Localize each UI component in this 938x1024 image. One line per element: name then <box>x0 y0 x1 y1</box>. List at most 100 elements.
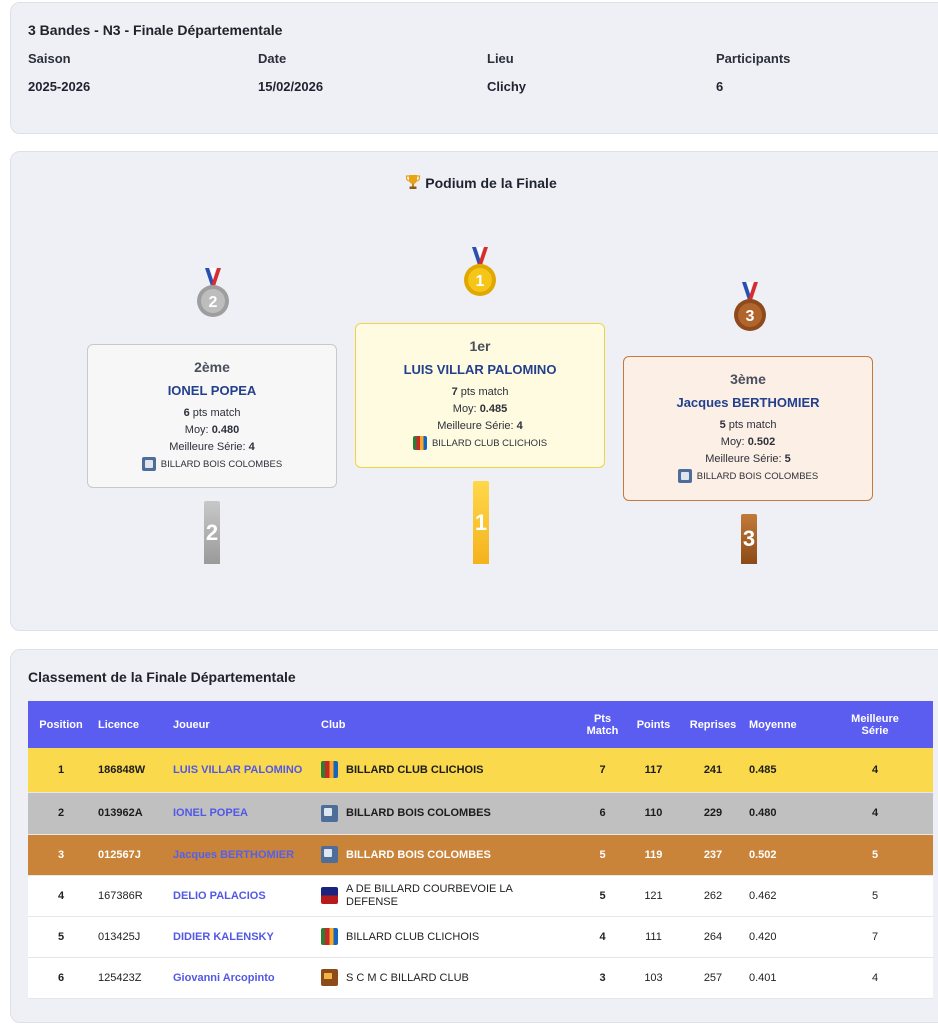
cell-serie: 4 <box>817 792 933 834</box>
podium-club: BILLARD CLUB CLICHOIS <box>356 436 604 450</box>
col-position[interactable]: Position <box>28 701 94 748</box>
podium-player-name[interactable]: Jacques BERTHOMIER <box>676 395 820 410</box>
cell-pts-match: 4 <box>579 916 626 957</box>
info-field-lieu: Lieu Clichy <box>487 51 526 94</box>
player-link[interactable]: IONEL POPEA <box>173 807 248 819</box>
info-field-participants: Participants 6 <box>716 51 790 94</box>
info-label: Participants <box>716 51 791 66</box>
cell-points: 119 <box>626 834 681 875</box>
cell-points: 110 <box>626 792 681 834</box>
cell-club: A DE BILLARD COURBEVOIE LA DEFENSE <box>317 875 579 916</box>
cell-joueur: Jacques BERTHOMIER <box>169 834 317 875</box>
podium-moy-line: Moy: 0.502 <box>720 436 776 448</box>
cell-joueur: LUIS VILLAR PALOMINO <box>169 748 317 792</box>
table-row: 2 013962A IONEL POPEA BILLARD BOIS COLOM… <box>28 792 933 834</box>
podium-serie-line: Meilleure Série: 4 <box>169 441 255 453</box>
player-link[interactable]: LUIS VILLAR PALOMINO <box>173 763 303 776</box>
cell-serie: 5 <box>817 875 933 916</box>
podium-second-card: 2ème IONEL POPEA 6 pts match Moy: 0.480 … <box>87 344 337 488</box>
club-logo-icon <box>321 928 338 945</box>
cell-licence: 013425J <box>94 916 169 957</box>
gold-medal-icon: 1 <box>464 247 496 296</box>
cell-pts-match: 6 <box>579 792 626 834</box>
cell-joueur: Giovanni Arcopinto <box>169 957 317 998</box>
table-row: 1 186848W LUIS VILLAR PALOMINO BILLARD C… <box>28 748 933 792</box>
cell-serie: 7 <box>817 916 933 957</box>
player-link[interactable]: DELIO PALACIOS <box>173 889 266 902</box>
podium-serie-line: Meilleure Série: 5 <box>705 453 791 465</box>
info-label: Lieu <box>487 51 514 66</box>
club-logo-icon <box>412 436 427 450</box>
cell-serie: 5 <box>817 834 933 875</box>
col-meilleure-serie[interactable]: Meilleure Série <box>817 701 933 748</box>
info-value: Clichy <box>487 79 527 94</box>
table-row: 4 167386R DELIO PALACIOS A DE BILLARD CO… <box>28 875 933 916</box>
cell-serie: 4 <box>817 748 933 792</box>
cell-licence: 125423Z <box>94 957 169 998</box>
info-label: Date <box>258 51 287 66</box>
cell-licence: 167386R <box>94 875 169 916</box>
cell-licence: 013962A <box>94 792 169 834</box>
cell-reprises: 262 <box>681 875 745 916</box>
cell-joueur: DELIO PALACIOS <box>169 875 317 916</box>
podium-pts-line: 5 pts match <box>719 419 777 431</box>
player-link[interactable]: Jacques BERTHOMIER <box>173 848 295 861</box>
podium-title-text: Podium de la Finale <box>425 175 557 191</box>
col-reprises[interactable]: Reprises <box>681 701 745 748</box>
cell-moyenne: 0.420 <box>745 916 817 957</box>
col-pts-match[interactable]: Pts Match <box>579 701 626 748</box>
bronze-medal-number: 3 <box>746 308 755 325</box>
info-field-date: Date 15/02/2026 <box>258 51 323 94</box>
col-licence[interactable]: Licence <box>94 701 169 748</box>
podium-serie-line: Meilleure Série: 4 <box>437 420 523 432</box>
cell-joueur: DIDIER KALENSKY <box>169 916 317 957</box>
col-joueur[interactable]: Joueur <box>169 701 317 748</box>
cell-points: 103 <box>626 957 681 998</box>
cell-club: BILLARD BOIS COLOMBES <box>317 792 579 834</box>
player-link[interactable]: Giovanni Arcopinto <box>173 971 275 984</box>
bronze-medal-icon: 3 <box>734 282 766 331</box>
ranking-table: Position Licence Joueur Club Pts Match Po… <box>28 701 933 999</box>
ranking-card: Classement de la Finale Départementale P… <box>10 649 938 1023</box>
podium-moy-line: Moy: 0.485 <box>452 403 508 415</box>
silver-medal-icon: 2 <box>197 268 229 317</box>
podium-card: Podium de la Finale 2 1 3 2ème IONEL POP… <box>10 151 938 631</box>
cell-reprises: 237 <box>681 834 745 875</box>
cell-moyenne: 0.485 <box>745 748 817 792</box>
cell-club: BILLARD CLUB CLICHOIS <box>317 748 579 792</box>
cell-reprises: 241 <box>681 748 745 792</box>
podium-pts-line: 7 pts match <box>451 386 509 398</box>
col-club[interactable]: Club <box>317 701 579 748</box>
podium-club: BILLARD BOIS COLOMBES <box>88 457 336 471</box>
podium-player-name[interactable]: LUIS VILLAR PALOMINO <box>403 362 557 377</box>
cell-position: 2 <box>28 792 94 834</box>
info-label: Saison <box>28 51 71 66</box>
podium-first-card: 1er LUIS VILLAR PALOMINO 7 pts match Moy… <box>355 323 605 468</box>
podium-pts-line: 6 pts match <box>183 407 241 419</box>
info-value: 2025-2026 <box>28 79 91 94</box>
cell-position: 3 <box>28 834 94 875</box>
cell-pts-match: 7 <box>579 748 626 792</box>
cell-position: 1 <box>28 748 94 792</box>
player-link[interactable]: DIDIER KALENSKY <box>173 930 274 943</box>
cell-moyenne: 0.462 <box>745 875 817 916</box>
cell-points: 117 <box>626 748 681 792</box>
club-logo-icon <box>141 457 156 471</box>
club-logo-icon <box>321 969 338 986</box>
podium-rank: 1er <box>469 338 491 354</box>
podium-pillar-second: 2 <box>204 501 220 564</box>
podium-player-name[interactable]: IONEL POPEA <box>167 383 257 398</box>
info-field-saison: Saison 2025-2026 <box>28 51 90 94</box>
cell-pts-match: 5 <box>579 834 626 875</box>
cell-reprises: 229 <box>681 792 745 834</box>
cell-joueur: IONEL POPEA <box>169 792 317 834</box>
podium-rank: 2ème <box>194 359 230 375</box>
cell-reprises: 257 <box>681 957 745 998</box>
cell-pts-match: 5 <box>579 875 626 916</box>
podium-third-card: 3ème Jacques BERTHOMIER 5 pts match Moy:… <box>623 356 873 501</box>
col-moyenne[interactable]: Moyenne <box>745 701 817 748</box>
col-points[interactable]: Points <box>626 701 681 748</box>
podium-club: BILLARD BOIS COLOMBES <box>624 469 872 483</box>
silver-medal-number: 2 <box>209 294 218 311</box>
club-logo-icon <box>677 469 692 483</box>
